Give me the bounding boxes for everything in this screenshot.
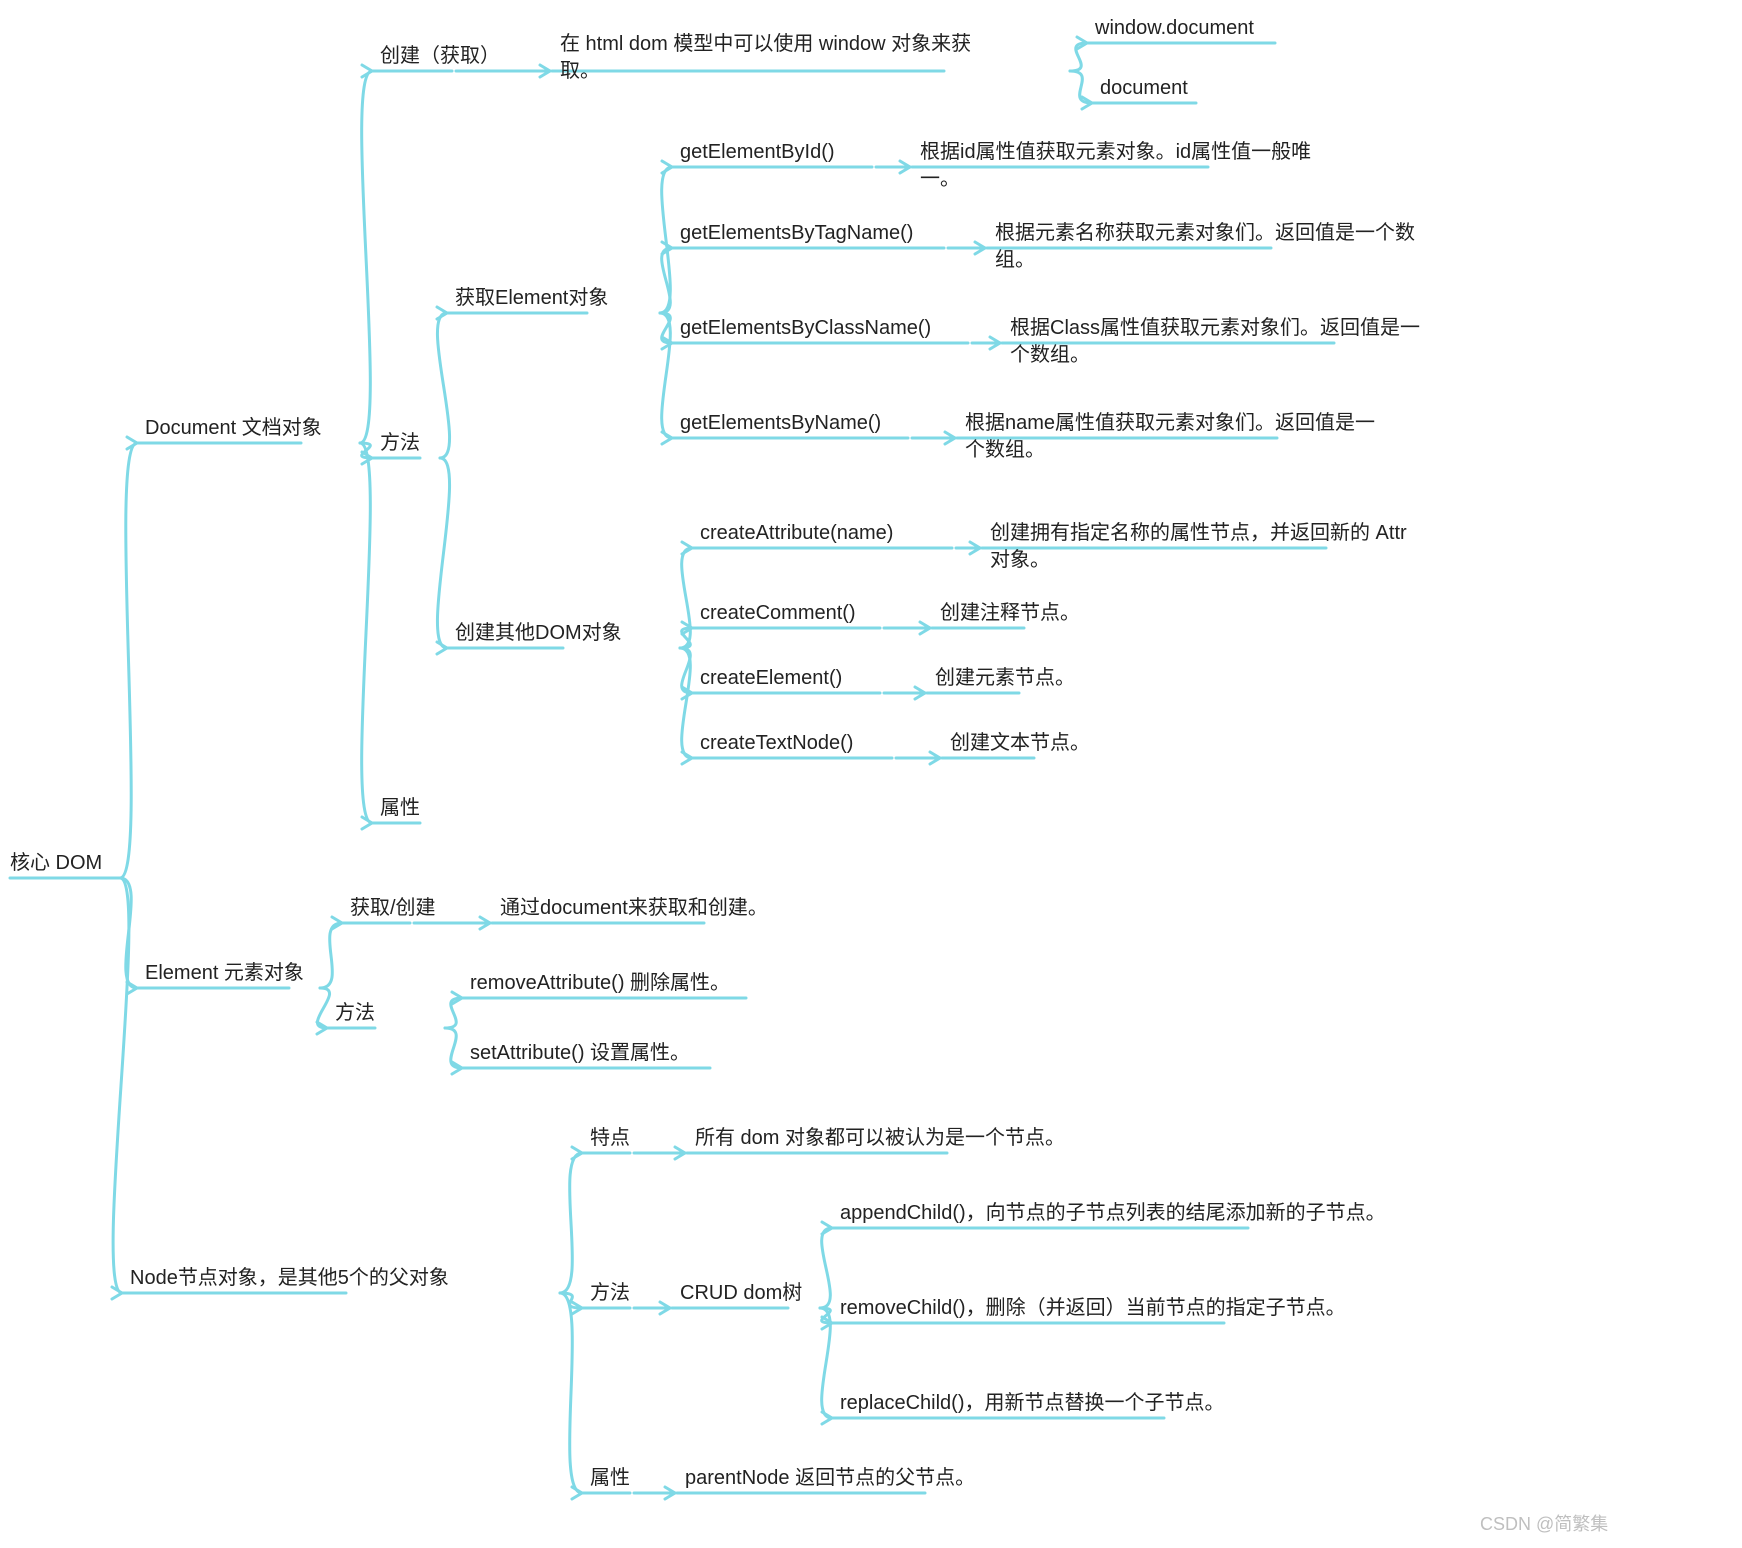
node-el_methods: 方法 [335,1000,375,1027]
node-el: Element 元素对象 [145,960,304,987]
node-doc_attr: 属性 [380,795,420,822]
node-node_append: appendChild()，向节点的子节点列表的结尾添加新的子节点。 [840,1200,1386,1227]
node-getElObj: 获取Element对象 [455,285,608,312]
watermark: CSDN @简繁集 [1480,1510,1608,1536]
node-gByTag: getElementsByTagName() [680,220,913,247]
node-gByName: getElementsByName() [680,410,881,437]
node-gById: getElementById() [680,139,835,166]
node-doc_create_wd: window.document [1095,15,1254,42]
node-createOther: 创建其他DOM对象 [455,620,622,647]
node-cComment: createComment() [700,600,856,627]
desc-gByClass: 根据Class属性值获取元素对象们。返回值是一个数组。 [1010,315,1430,369]
node-el_set: setAttribute() 设置属性。 [470,1040,690,1067]
node-doc_create_d: document [1100,75,1188,102]
desc-node_feat: 所有 dom 对象都可以被认为是一个节点。 [695,1125,1115,1152]
root-label: 核心 DOM [10,850,102,877]
desc-cAttr: 创建拥有指定名称的属性节点，并返回新的 Attr 对象。 [990,520,1410,574]
node-node_replace: replaceChild()，用新节点替换一个子节点。 [840,1390,1225,1417]
node-cText: createTextNode() [700,730,853,757]
node-node_feat: 特点 [590,1125,630,1152]
node-doc_methods: 方法 [380,430,420,457]
node-gByClass: getElementsByClassName() [680,315,931,342]
desc-cElement: 创建元素节点。 [935,665,1355,692]
node-node_methods: 方法 [590,1280,630,1307]
desc-doc_create: 在 html dom 模型中可以使用 window 对象来获取。 [560,31,980,85]
desc-gByName: 根据name属性值获取元素对象们。返回值是一个数组。 [965,410,1385,464]
node-el_get: 获取/创建 [350,895,436,922]
desc-gByTag: 根据元素名称获取元素对象们。返回值是一个数组。 [995,220,1415,274]
node-node_remove: removeChild()，删除（并返回）当前节点的指定子节点。 [840,1295,1346,1322]
desc-cText: 创建文本节点。 [950,730,1370,757]
desc-el_get: 通过document来获取和创建。 [500,895,920,922]
desc-node_attr: parentNode 返回节点的父节点。 [685,1465,1105,1492]
node-doc: Document 文档对象 [145,415,322,442]
desc-cComment: 创建注释节点。 [940,600,1360,627]
mindmap: 核心 DOM Document 文档对象 创建（获取） 在 html dom 模型中可… [0,0,1742,1548]
node-node_attr: 属性 [590,1465,630,1492]
node-el_remove: removeAttribute() 删除属性。 [470,970,730,997]
desc-gById: 根据id属性值获取元素对象。id属性值一般唯一。 [920,139,1340,193]
node-node: Node节点对象，是其他5个的父对象 [130,1265,449,1292]
node-cAttr: createAttribute(name) [700,520,893,547]
node-cElement: createElement() [700,665,842,692]
node-doc_create: 创建（获取） [380,43,500,70]
